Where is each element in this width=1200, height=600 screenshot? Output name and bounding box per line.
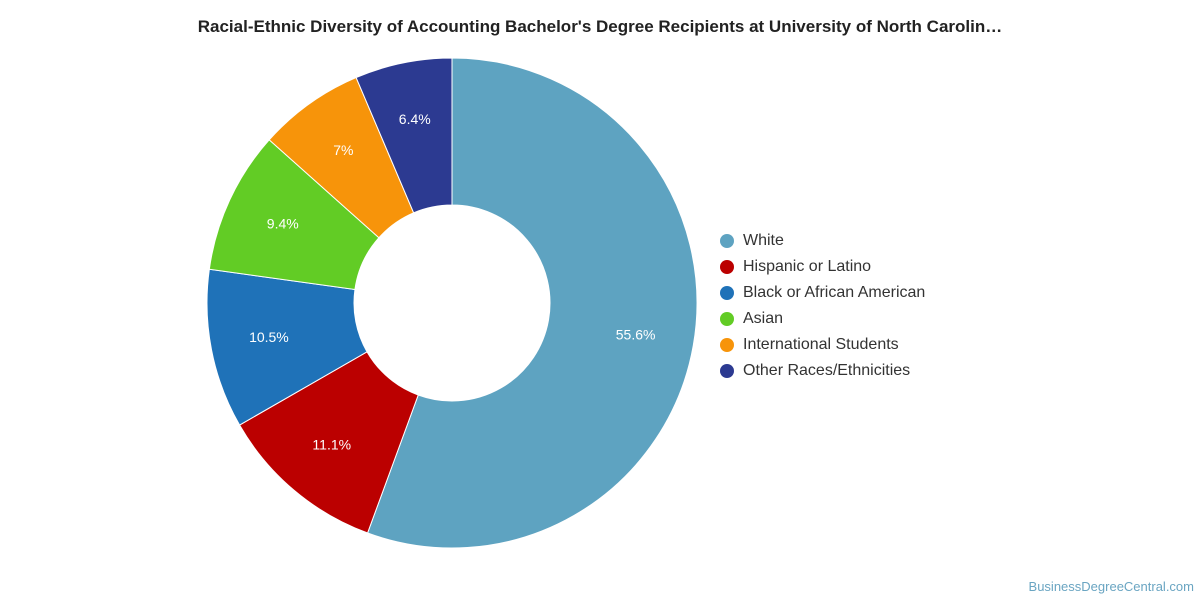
legend-label: Black or African American: [743, 284, 926, 301]
legend-label: International Students: [743, 336, 899, 353]
slice-value-label: 6.4%: [399, 111, 431, 127]
legend-item[interactable]: Other Races/Ethnicities: [720, 358, 925, 384]
source-credit[interactable]: BusinessDegreeCentral.com: [1028, 579, 1194, 594]
legend-swatch: [720, 312, 734, 326]
legend-label: White: [743, 232, 784, 249]
legend-swatch: [720, 234, 734, 248]
legend-item[interactable]: Hispanic or Latino: [720, 254, 925, 280]
legend-swatch: [720, 286, 734, 300]
chart-title: Racial-Ethnic Diversity of Accounting Ba…: [197, 17, 1003, 36]
legend-label: Asian: [743, 310, 784, 327]
slice-hispanic-or-latino[interactable]: [238, 351, 419, 534]
slice-value-label: 11.1%: [312, 436, 351, 452]
slice-value-label: 7%: [333, 142, 353, 158]
slice-other-races-ethnicities[interactable]: [355, 57, 453, 214]
slice-white[interactable]: [366, 57, 698, 549]
legend-item[interactable]: White: [720, 228, 925, 254]
slice-value-label: 10.5%: [249, 329, 289, 345]
legend-swatch: [720, 364, 734, 378]
legend: White Hispanic or Latino Black or African …: [720, 228, 925, 384]
legend-swatch: [720, 338, 734, 352]
legend-item[interactable]: Black or African American: [720, 280, 925, 306]
legend-item[interactable]: Asian: [720, 306, 925, 332]
legend-label: Other Races/Ethnicities: [743, 362, 911, 379]
legend-label: Hispanic or Latino: [743, 258, 872, 275]
slice-value-label: 9.4%: [267, 215, 299, 231]
legend-swatch: [720, 260, 734, 274]
legend-item[interactable]: International Students: [720, 332, 925, 358]
slice-value-label: 55.6%: [616, 326, 656, 342]
slice-black-or-african-american[interactable]: [206, 268, 368, 426]
